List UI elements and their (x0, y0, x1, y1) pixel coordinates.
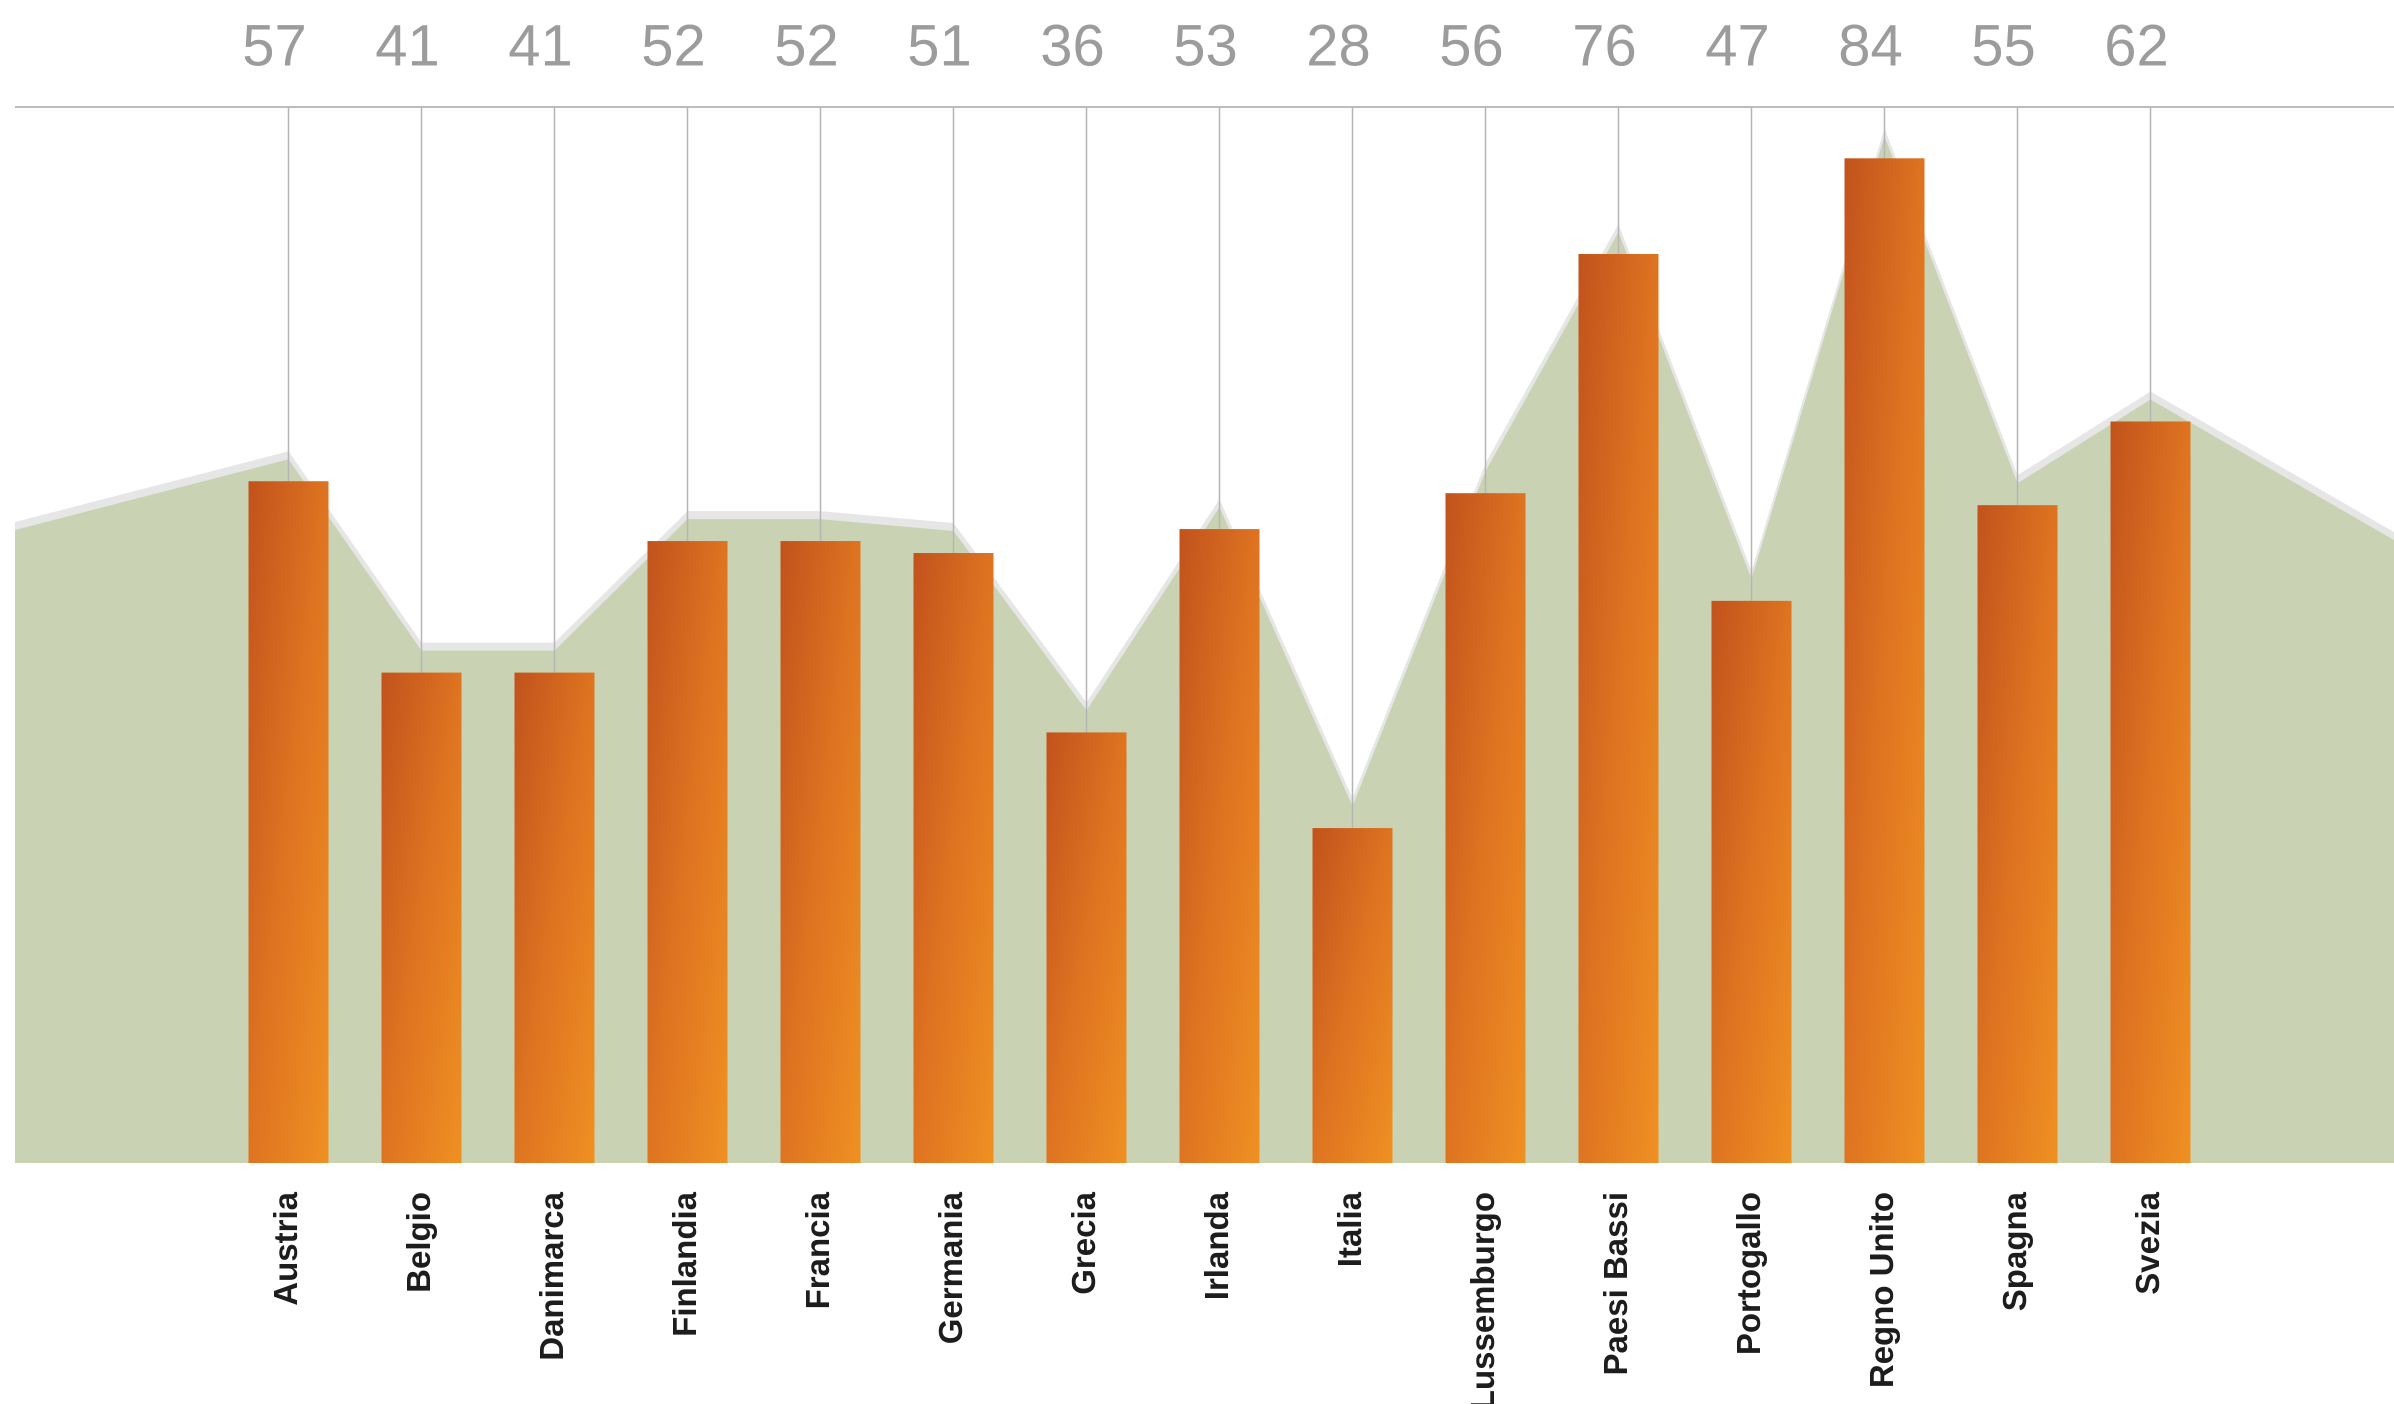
value-label: 62 (2104, 13, 2169, 78)
bar-texture (1711, 600, 1792, 1163)
bar-texture (1312, 828, 1393, 1163)
bar-texture (1179, 529, 1260, 1163)
category-label: Paesi Bassi (1597, 1192, 1634, 1375)
bar-texture (1445, 493, 1526, 1163)
category-label: Belgio (400, 1192, 437, 1293)
category-label: Germania (932, 1191, 969, 1344)
bar-texture (514, 672, 595, 1163)
value-label: 28 (1306, 13, 1371, 78)
category-label: Regno Unito (1863, 1192, 1900, 1388)
value-label: 55 (1971, 13, 2036, 78)
value-label: 57 (242, 13, 307, 78)
category-label: Spagna (1996, 1191, 2033, 1311)
bar-texture (1578, 254, 1659, 1164)
value-label: 53 (1173, 13, 1238, 78)
bar-texture (2110, 421, 2191, 1164)
category-label: Danimarca (533, 1191, 570, 1360)
bar-texture (913, 553, 994, 1163)
bar-texture (647, 541, 728, 1163)
bar-texture (381, 672, 462, 1163)
category-label: Lussemburgo (1464, 1192, 1501, 1404)
value-label: 52 (774, 13, 839, 78)
category-label: Finlandia (666, 1191, 703, 1336)
value-label: 41 (375, 13, 440, 78)
value-label: 52 (641, 13, 706, 78)
value-label: 56 (1439, 13, 1504, 78)
bar-texture (1046, 732, 1127, 1163)
value-label: 76 (1572, 13, 1637, 78)
category-label: Austria (267, 1191, 304, 1305)
value-label: 51 (907, 13, 972, 78)
value-label: 47 (1705, 13, 1770, 78)
value-label: 41 (508, 13, 573, 78)
category-label: Grecia (1065, 1191, 1102, 1294)
bar-texture (780, 541, 861, 1163)
category-label: Portogallo (1730, 1192, 1767, 1355)
value-label: 84 (1838, 13, 1903, 78)
bar-texture (1977, 505, 2058, 1163)
bar-texture (248, 481, 329, 1163)
value-label: 36 (1040, 13, 1105, 78)
category-label: Francia (799, 1191, 836, 1309)
category-label: Svezia (2129, 1191, 2166, 1294)
category-label: Irlanda (1198, 1191, 1235, 1300)
bar-texture (1844, 158, 1925, 1164)
category-label: Italia (1331, 1191, 1368, 1267)
plot-area: 57 Austria 41 Belgio 41 Danimarca 52 Finlandia 5… (242, 13, 2191, 1404)
